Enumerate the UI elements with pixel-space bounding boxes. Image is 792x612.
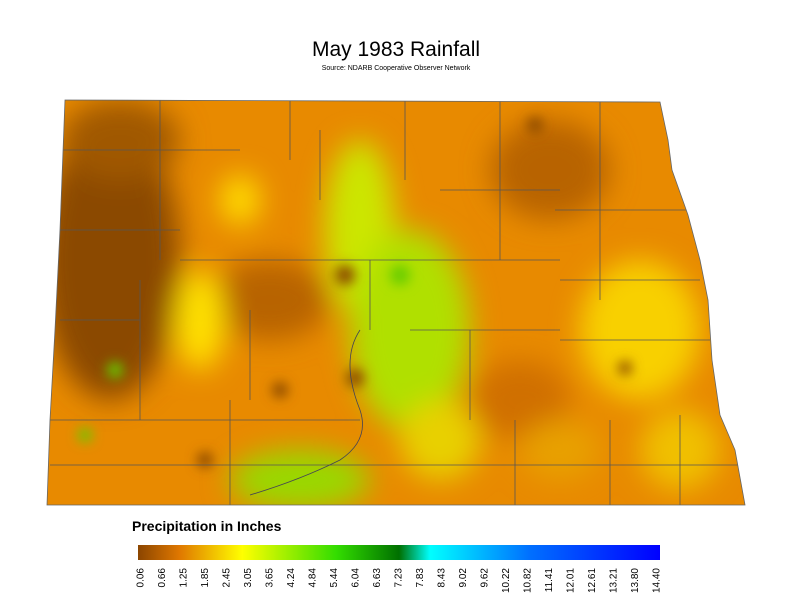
legend-tick-label: 3.65 xyxy=(265,568,276,588)
legend-tick-label: 12.01 xyxy=(566,568,577,593)
legend-tick-label: 0.06 xyxy=(136,568,147,588)
legend-tick-label: 12.61 xyxy=(587,568,598,593)
legend-tick-label: 13.21 xyxy=(609,568,620,593)
legend-ticks: 0.06 0.66 1.25 1.85 2.45 3.05 3.65 4.24 4.84 5.44… xyxy=(136,568,663,593)
legend-tick-label: 1.25 xyxy=(179,568,190,588)
legend-tick-label: 9.02 xyxy=(458,568,469,588)
legend-tick-label: 7.23 xyxy=(394,568,405,588)
legend-tick-label: 1.85 xyxy=(200,568,211,588)
legend-title: Precipitation in Inches xyxy=(132,518,282,534)
legend-tick-label: 11.41 xyxy=(544,568,555,593)
legend-tick-label: 13.80 xyxy=(630,568,641,593)
legend-tick-label: 4.24 xyxy=(286,568,297,588)
legend-tick-label: 2.45 xyxy=(222,568,233,588)
legend-tick-label: 6.63 xyxy=(372,568,383,588)
color-scale xyxy=(138,545,660,560)
legend-tick-label: 6.04 xyxy=(351,568,362,588)
legend-tick-label: 9.62 xyxy=(480,568,491,588)
legend-tick-label: 7.83 xyxy=(415,568,426,588)
source: Source: NDARB Cooperative Observer Netwo… xyxy=(322,65,471,72)
title: May 1983 Rainfall xyxy=(312,38,480,61)
rainfall-map xyxy=(47,100,745,505)
legend-tick-label: 10.82 xyxy=(523,568,534,593)
legend-tick-label: 3.05 xyxy=(243,568,254,588)
legend-tick-label: 8.43 xyxy=(437,568,448,588)
legend-tick-label: 10.22 xyxy=(501,568,512,593)
legend-tick-label: 5.44 xyxy=(329,568,340,588)
state-outline xyxy=(46,99,746,506)
legend-tick-label: 0.66 xyxy=(157,568,168,588)
legend-tick-label: 14.40 xyxy=(652,568,663,593)
legend-tick-label: 4.84 xyxy=(308,568,319,588)
